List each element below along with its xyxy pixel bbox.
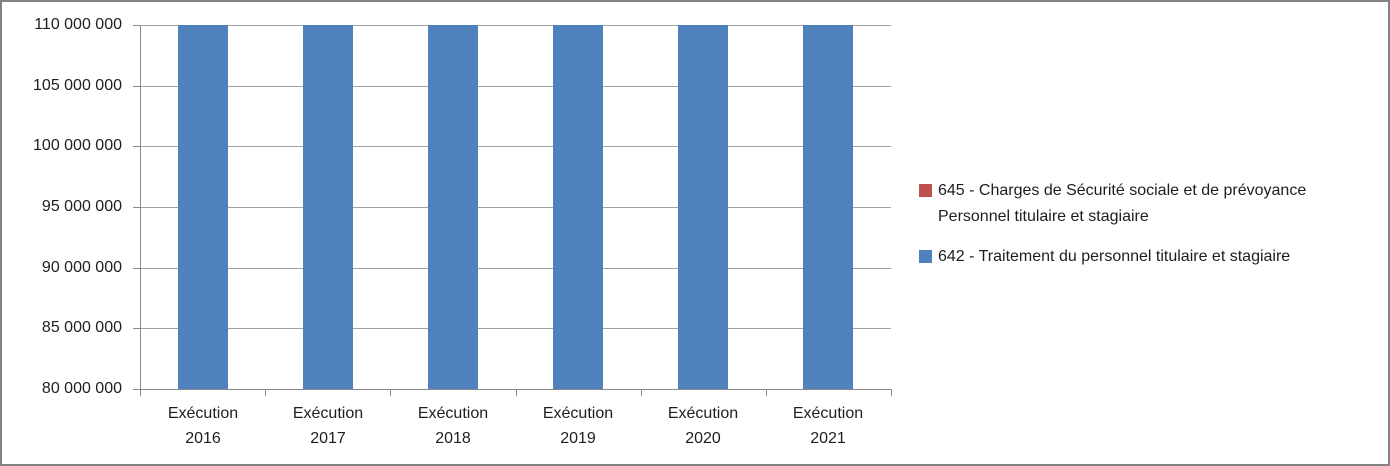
- x-tick: [641, 389, 642, 396]
- gridline: [140, 328, 891, 329]
- bar-segment-642: [428, 25, 478, 389]
- y-tick-label: 110 000 000: [34, 16, 122, 33]
- x-axis-line: [140, 389, 891, 390]
- bar-segment-642: [803, 25, 853, 389]
- gridline: [140, 146, 891, 147]
- y-tick: [133, 389, 140, 390]
- legend-item-642: 642 - Traitement du personnel titulaire …: [919, 244, 1379, 270]
- y-tick-label: 85 000 000: [41, 319, 122, 336]
- y-tick-label: 100 000 000: [33, 137, 122, 154]
- legend: 645 - Charges de Sécurité sociale et de …: [919, 178, 1379, 284]
- x-tick: [390, 389, 391, 396]
- legend-marker-642: [919, 250, 932, 263]
- plot-area: 110 000 000 105 000 000 100 000 000 95 000 …: [2, 2, 912, 464]
- x-category-label: Exécution 2021: [792, 405, 864, 447]
- legend-marker-645: [919, 184, 932, 197]
- x-category-label: Exécution 2020: [667, 405, 739, 447]
- y-tick: [133, 207, 140, 208]
- y-axis-line: [140, 25, 141, 389]
- bar-segment-642: [678, 25, 728, 389]
- legend-label: 642 - Traitement du personnel titulaire …: [938, 248, 1291, 265]
- y-tick: [133, 86, 140, 87]
- gridline: [140, 268, 891, 269]
- y-tick-label: 95 000 000: [41, 198, 122, 215]
- y-tick: [133, 328, 140, 329]
- x-tick: [140, 389, 141, 396]
- x-category-label: Exécution 2016: [167, 405, 239, 447]
- x-tick: [265, 389, 266, 396]
- y-tick-label: 80 000 000: [41, 380, 122, 397]
- x-category-label: Exécution 2018: [417, 405, 489, 447]
- gridline: [140, 86, 891, 87]
- bar-segment-642: [553, 25, 603, 389]
- legend-label: 645 - Charges de Sécurité sociale et de …: [938, 182, 1307, 225]
- y-tick-label: 90 000 000: [41, 259, 122, 276]
- gridline: [140, 207, 891, 208]
- y-tick: [133, 146, 140, 147]
- legend-item-645: 645 - Charges de Sécurité sociale et de …: [919, 178, 1379, 230]
- x-tick: [516, 389, 517, 396]
- y-tick: [133, 25, 140, 26]
- x-category-label: Exécution 2019: [542, 405, 614, 447]
- x-tick: [766, 389, 767, 396]
- gridline: [140, 25, 891, 26]
- x-tick: [891, 389, 892, 396]
- y-tick: [133, 268, 140, 269]
- y-tick-label: 105 000 000: [33, 77, 122, 94]
- bar-segment-642: [178, 25, 228, 389]
- bar-segment-642: [303, 25, 353, 389]
- x-category-label: Exécution 2017: [292, 405, 364, 447]
